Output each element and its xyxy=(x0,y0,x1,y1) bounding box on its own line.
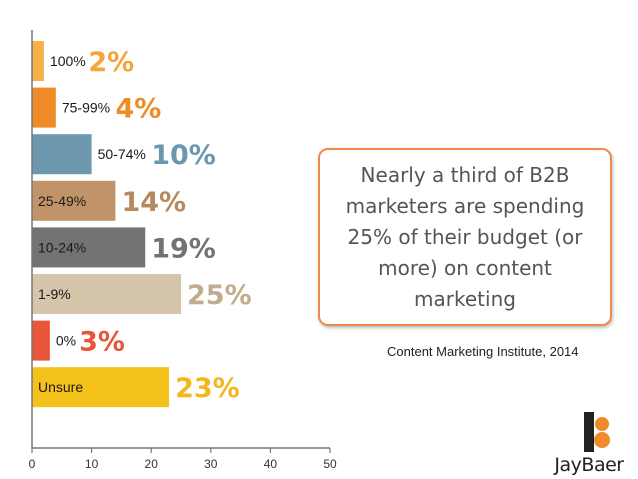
logo-text: JayBaer xyxy=(546,454,632,476)
category-label-4: 10-24% xyxy=(38,239,86,255)
category-label-2: 50-74% xyxy=(98,146,146,162)
logo-text-first: Jay xyxy=(554,454,582,476)
bar-5 xyxy=(32,274,181,314)
category-label-1: 75-99% xyxy=(62,100,110,116)
value-label-5: 25% xyxy=(187,280,252,311)
x-tick-label-1: 10 xyxy=(85,457,99,471)
x-tick-label-5: 50 xyxy=(323,457,337,471)
bars-group: 100% 2% 75-99% 4% 50-74% 10% 25-49% 14% 10-24% 19… xyxy=(32,41,252,408)
bar-4 xyxy=(32,227,146,268)
value-label-6: 3% xyxy=(79,327,125,358)
value-label-0: 2% xyxy=(88,47,134,78)
bar-0 xyxy=(32,41,44,81)
logo-text-second: Baer xyxy=(581,454,624,476)
x-tick-label-4: 40 xyxy=(264,457,278,471)
bar-3 xyxy=(32,180,116,221)
bar-2 xyxy=(32,134,92,175)
value-label-1: 4% xyxy=(115,94,161,125)
category-label-5: 1-9% xyxy=(38,286,71,302)
callout-text: Nearly a third of B2B marketers are spen… xyxy=(345,162,585,311)
value-label-3: 14% xyxy=(121,187,186,218)
callout-box: Nearly a third of B2B marketers are spen… xyxy=(318,148,612,326)
value-label-4: 19% xyxy=(151,233,216,264)
bar-6 xyxy=(32,320,50,361)
source-caption: Content Marketing Institute, 2014 xyxy=(387,344,579,359)
x-tick-label-2: 20 xyxy=(145,457,159,471)
x-tick-label-0: 0 xyxy=(29,457,36,471)
bar-1 xyxy=(32,87,56,128)
category-label-6: 0% xyxy=(56,333,76,349)
category-label-0: 100% xyxy=(50,53,86,69)
value-label-2: 10% xyxy=(151,140,216,171)
jaybaer-logo: JayBaer xyxy=(546,410,632,476)
category-label-3: 25-49% xyxy=(38,193,86,209)
x-tick-label-3: 30 xyxy=(204,457,218,471)
x-axis-ticks: 0 10 20 30 40 50 xyxy=(29,448,337,471)
bar-7 xyxy=(32,367,170,408)
value-label-7: 23% xyxy=(175,373,240,404)
jaybaer-logo-icon xyxy=(584,412,610,452)
category-label-7: Unsure xyxy=(38,379,83,395)
